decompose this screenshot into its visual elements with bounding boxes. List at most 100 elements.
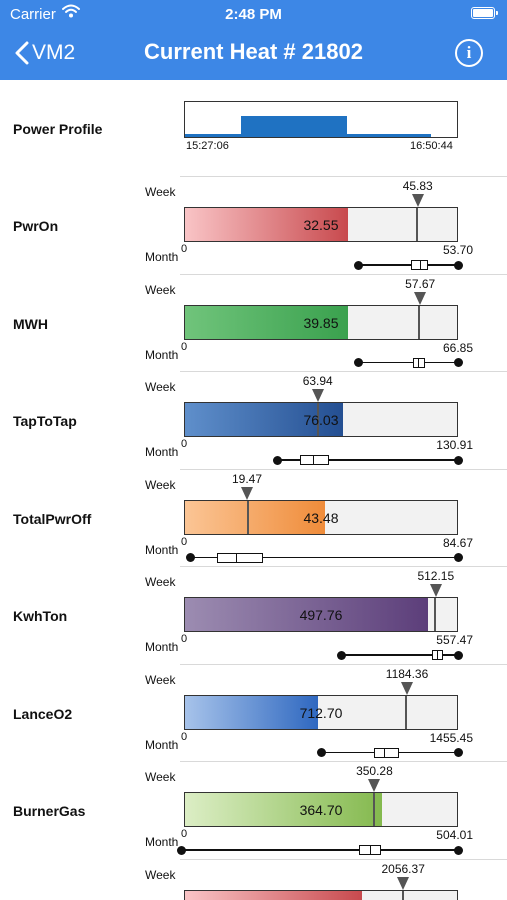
- week-marker-icon: [397, 876, 410, 890]
- status-bar: Carrier 2:48 PM: [0, 0, 507, 28]
- week-marker-icon: [429, 584, 442, 597]
- month-min-dot: [186, 553, 196, 562]
- metric-bar-fill: [185, 305, 349, 339]
- week-marker-icon: [368, 779, 381, 792]
- month-max-dot: [453, 358, 463, 367]
- month-max-dot: [453, 748, 463, 757]
- month-iqr-box: [216, 552, 264, 563]
- metric-bar: 364.70: [184, 792, 458, 827]
- metric-bar: 39.85: [184, 304, 458, 340]
- nav-bar: VM2 Current Heat # 21802 i: [0, 28, 507, 80]
- month-max-dot: [453, 455, 463, 465]
- month-whisker: [181, 849, 458, 851]
- row-separator: [180, 176, 507, 177]
- month-median-line: [384, 747, 386, 758]
- range-max: 1455.45: [429, 730, 473, 745]
- power-profile-baseline: [185, 134, 431, 137]
- month-label: Month: [145, 445, 179, 459]
- week-value: 63.94: [302, 374, 333, 388]
- week-marker-icon: [401, 681, 414, 695]
- range-min: 0: [181, 535, 188, 548]
- week-value: 1184.36: [385, 666, 429, 681]
- metric-name: MWH: [13, 315, 48, 332]
- wifi-icon: [62, 4, 80, 22]
- week-marker-line: [373, 793, 376, 826]
- power-profile-label: Power Profile: [13, 121, 103, 137]
- metric-bar: 43.48: [184, 499, 458, 535]
- back-button-label: VM2: [32, 41, 76, 64]
- week-label: Week: [145, 770, 176, 784]
- metric-bar-fill: [185, 793, 382, 826]
- metric-value: 32.55: [303, 217, 339, 233]
- metric-name: KwhTon: [13, 608, 68, 624]
- week-label: Week: [145, 477, 176, 492]
- week-label: Week: [145, 185, 176, 199]
- week-marker-line: [401, 890, 404, 900]
- month-min-dot: [176, 845, 186, 855]
- range-max: 130.91: [436, 438, 473, 452]
- week-label: Week: [145, 672, 176, 687]
- month-whisker: [277, 459, 458, 461]
- week-value: 2056.37: [381, 861, 425, 876]
- metric-value: 39.85: [303, 314, 339, 331]
- month-whisker: [358, 264, 458, 266]
- back-button[interactable]: VM2: [14, 38, 75, 68]
- month-whisker: [358, 361, 458, 364]
- week-value: 512.15: [417, 569, 455, 583]
- month-median-line: [312, 455, 314, 465]
- month-max-dot: [453, 553, 463, 562]
- range-min: 0: [181, 243, 188, 255]
- week-value: 19.47: [232, 471, 263, 486]
- month-label: Month: [145, 347, 179, 362]
- row-separator: [180, 273, 507, 275]
- month-min-dot: [316, 748, 326, 757]
- range-min: 0: [181, 828, 188, 840]
- week-marker-icon: [414, 291, 427, 305]
- metric-bar: 32.55: [184, 207, 458, 242]
- row-separator: [180, 468, 507, 470]
- month-median-line: [370, 845, 372, 855]
- metric-name: BurnerGas: [13, 803, 86, 819]
- page-title: Current Heat # 21802: [144, 39, 363, 64]
- carrier-label: Carrier: [10, 6, 56, 23]
- month-median-line: [419, 260, 421, 270]
- week-label: Week: [145, 380, 176, 394]
- month-label: Month: [145, 835, 179, 849]
- metric-bar-fill: [185, 403, 344, 436]
- month-whisker: [341, 654, 458, 656]
- month-label: Month: [145, 250, 179, 264]
- month-min-dot: [354, 358, 364, 367]
- metric-name: LanceO2: [13, 705, 73, 722]
- week-marker-line: [246, 500, 249, 534]
- month-max-dot: [453, 260, 463, 270]
- clock: 2:48 PM: [225, 6, 282, 23]
- metric-name: TotalPwrOff: [13, 510, 92, 527]
- month-label: Month: [145, 542, 179, 557]
- range-min: 0: [181, 730, 188, 743]
- power-profile-end-time: 16:50:44: [410, 140, 453, 152]
- month-max-dot: [453, 845, 463, 855]
- range-min: 0: [181, 438, 188, 450]
- power-profile-block: [241, 116, 347, 137]
- month-median-line: [437, 650, 439, 660]
- week-value: 45.83: [402, 179, 433, 193]
- metric-bar-fill: [185, 598, 428, 631]
- week-label: Week: [145, 282, 176, 297]
- row-separator: [180, 371, 507, 372]
- month-label: Month: [145, 737, 179, 752]
- metric-value: 43.48: [303, 509, 339, 526]
- metric-value: 497.76: [299, 607, 343, 623]
- info-icon[interactable]: i: [455, 39, 483, 67]
- row-separator: [180, 663, 507, 665]
- metric-bar: 497.76: [184, 597, 458, 632]
- row-separator: [180, 761, 507, 762]
- row-separator: [180, 566, 507, 567]
- metric-value: 364.70: [299, 802, 343, 818]
- range-max: 53.70: [442, 243, 473, 257]
- month-min-dot: [354, 260, 364, 270]
- row-separator: [180, 858, 507, 860]
- month-min-dot: [337, 650, 347, 660]
- week-marker-line: [416, 208, 419, 241]
- metric-value: 76.03: [303, 412, 339, 428]
- content: Power Profile 15:27:06 16:50:44 Week 45.8…: [0, 80, 507, 900]
